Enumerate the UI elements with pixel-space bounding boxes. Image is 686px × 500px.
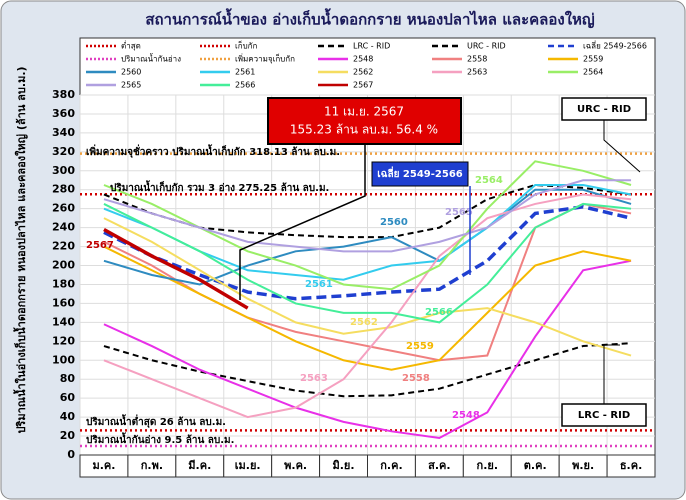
x-tick-label: ก.ค. bbox=[380, 459, 402, 472]
x-tick-label: พ.ค. bbox=[284, 459, 307, 472]
legend-label: 2548 bbox=[353, 55, 373, 64]
series-line bbox=[103, 188, 632, 286]
legend-label: 2558 bbox=[467, 55, 487, 64]
legend bbox=[81, 39, 654, 93]
series-label: 2563 bbox=[300, 373, 328, 384]
annotation: 11 เม.ย. 2567 bbox=[324, 105, 404, 119]
x-tick-label: เม.ย. bbox=[235, 459, 261, 472]
legend-label: 2561 bbox=[235, 68, 255, 77]
legend-label: ปริมาณน้ำกันอ่าง bbox=[121, 53, 181, 64]
y-tick-label: 0 bbox=[67, 448, 75, 461]
x-tick-label: ธ.ค. bbox=[620, 459, 642, 472]
y-tick-label: 100 bbox=[52, 353, 75, 366]
y-tick-label: 320 bbox=[52, 145, 75, 158]
series-line bbox=[103, 217, 632, 357]
legend-label: ต่ำสุด bbox=[121, 40, 141, 51]
y-tick-label: 340 bbox=[52, 126, 75, 139]
chart-title: สถานการณ์น้ำของ อ่างเก็บน้ำดอกกราย หนองป… bbox=[145, 8, 595, 29]
y-tick-label: 300 bbox=[52, 164, 75, 177]
series-line bbox=[103, 202, 632, 324]
legend-label: LRC - RID bbox=[353, 42, 390, 51]
legend-label: 2559 bbox=[583, 55, 603, 64]
series-label: 2561 bbox=[305, 279, 333, 290]
callout-box bbox=[371, 161, 469, 187]
legend-label: URC - RID bbox=[467, 42, 506, 51]
callout-label: LRC - RID bbox=[578, 410, 630, 421]
y-tick-label: 220 bbox=[52, 240, 75, 253]
legend-label: 2563 bbox=[467, 68, 487, 77]
callout-pointer bbox=[603, 344, 620, 404]
series-label: 2558 bbox=[402, 373, 430, 384]
annotation: ปริมาณน้ำต่ำสุด 26 ล้าน ลบ.ม. bbox=[86, 414, 226, 428]
y-tick-label: 280 bbox=[52, 183, 75, 196]
x-tick-label: ส.ค. bbox=[428, 459, 450, 472]
legend-label: 2560 bbox=[121, 68, 141, 77]
callout-label: เฉลี่ย 2549-2566 bbox=[377, 166, 463, 180]
series-label: 2562 bbox=[350, 317, 378, 328]
series-label: 2548 bbox=[452, 410, 480, 421]
x-tick-label: มิ.ย. bbox=[333, 459, 355, 472]
y-tick-label: 180 bbox=[52, 277, 75, 290]
callout-box bbox=[267, 97, 462, 145]
series-label: 2560 bbox=[380, 217, 408, 228]
legend-label: เฉลี่ย 2549-2566 bbox=[583, 40, 647, 51]
legend-label: เพิ่มความจุเก็บกัก bbox=[235, 53, 295, 64]
callout-label: URC - RID bbox=[577, 104, 631, 115]
x-tick-label: พ.ย. bbox=[572, 459, 594, 472]
legend-label: 2567 bbox=[353, 81, 373, 90]
y-tick-label: 60 bbox=[60, 391, 76, 404]
annotation: เพิ่มความจุชั่วคราว ปริมาณน้ำเก็บกัก 318… bbox=[86, 144, 340, 158]
series-label: 2566 bbox=[425, 307, 453, 318]
annotation: ปริมาณน้ำเก็บกัก รวม 3 อ่าง 275.25 ล้าน … bbox=[110, 180, 329, 194]
x-tick-label: ก.ย. bbox=[477, 459, 498, 472]
series-line bbox=[103, 227, 249, 310]
y-axis-label: ปริมาณน้ำในอ่างเก็บน้ำดอกกราย หนองปลาไหล… bbox=[13, 66, 28, 433]
annotation: ปริมาณน้ำกันอ่าง 9.5 ล้าน ลบ.ม. bbox=[86, 432, 234, 446]
legend-label: 2564 bbox=[583, 68, 603, 77]
series-line bbox=[103, 205, 632, 301]
legend-label: เก็บกัก bbox=[235, 41, 258, 51]
series-line bbox=[103, 160, 632, 291]
y-tick-label: 380 bbox=[52, 88, 75, 101]
y-tick-label: 120 bbox=[52, 334, 75, 347]
y-tick-label: 40 bbox=[60, 410, 76, 423]
series-label: 2564 bbox=[475, 175, 503, 186]
callout-pointer bbox=[239, 144, 366, 300]
series-line bbox=[103, 179, 632, 253]
series-line bbox=[103, 342, 632, 398]
y-tick-label: 240 bbox=[52, 221, 75, 234]
x-tick-label: มี.ค. bbox=[188, 459, 211, 472]
callout-pointer bbox=[603, 120, 641, 173]
x-tick-cell bbox=[606, 454, 656, 478]
y-tick-label: 160 bbox=[52, 296, 75, 309]
legend-label: 2562 bbox=[353, 68, 373, 77]
y-tick-label: 200 bbox=[52, 259, 75, 272]
series-label: 2559 bbox=[406, 341, 434, 352]
series-line bbox=[103, 193, 632, 419]
annotation: 155.23 ล้าน ลบ.ม. 56.4 % bbox=[290, 123, 438, 137]
y-tick-label: 260 bbox=[52, 202, 75, 215]
y-tick-label: 20 bbox=[60, 429, 76, 442]
legend-label: 2565 bbox=[121, 81, 141, 90]
legend-label: 2566 bbox=[235, 81, 255, 90]
y-tick-label: 360 bbox=[52, 107, 75, 120]
series-line bbox=[103, 245, 632, 371]
series-label: 2565 bbox=[445, 207, 473, 218]
y-tick-label: 80 bbox=[60, 372, 76, 385]
x-tick-label: ก.พ. bbox=[141, 459, 163, 472]
x-tick-label: ต.ค. bbox=[524, 459, 547, 472]
series-label: 2567 bbox=[86, 240, 114, 251]
y-tick-label: 140 bbox=[52, 315, 75, 328]
x-tick-label: ม.ค. bbox=[92, 459, 115, 472]
